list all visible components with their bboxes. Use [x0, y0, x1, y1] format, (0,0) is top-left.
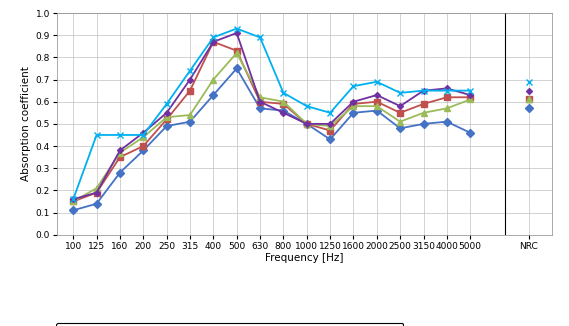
Cellulose Cutting Surface (4th) — [117, 133, 123, 137]
Line: Cellulose Cutting Surface (1st): Cellulose Cutting Surface (1st) — [71, 39, 473, 204]
Cellulose Cutting Surface (3rd) — [233, 31, 240, 35]
Cellulose Cutting Surface (normal) — [420, 122, 427, 126]
Cellulose Cutting Surface (4th) — [327, 111, 333, 115]
Cellulose Cutting Surface (2nd) — [93, 186, 100, 190]
X-axis label: Frequency [Hz]: Frequency [Hz] — [265, 253, 344, 263]
Cellulose Cutting Surface (normal) — [373, 109, 380, 112]
Cellulose Cutting Surface (4th) — [350, 84, 357, 88]
Cellulose Cutting Surface (2nd) — [233, 51, 240, 55]
Cellulose Cutting Surface (2nd) — [257, 95, 263, 99]
Cellulose Cutting Surface (1st) — [93, 191, 100, 195]
Cellulose Cutting Surface (4th) — [70, 197, 77, 201]
Y-axis label: Absorption coefficient: Absorption coefficient — [22, 67, 31, 181]
Cellulose Cutting Surface (4th) — [140, 133, 147, 137]
Cellulose Cutting Surface (3rd) — [117, 149, 123, 153]
Cellulose Cutting Surface (1st) — [350, 102, 357, 106]
Cellulose Cutting Surface (3rd) — [257, 100, 263, 104]
Cellulose Cutting Surface (normal) — [327, 138, 333, 141]
Cellulose Cutting Surface (3rd) — [397, 104, 403, 108]
Cellulose Cutting Surface (2nd) — [420, 111, 427, 115]
Cellulose Cutting Surface (3rd) — [443, 86, 450, 90]
Cellulose Cutting Surface (3rd) — [210, 40, 217, 44]
Cellulose Cutting Surface (4th) — [163, 102, 170, 106]
Cellulose Cutting Surface (2nd) — [70, 200, 77, 203]
Legend: Cellulose Cutting Surface (normal), Cellulose Cutting Surface (1st), Cellulose C: Cellulose Cutting Surface (normal), Cell… — [56, 323, 403, 326]
Cellulose Cutting Surface (2nd) — [117, 151, 123, 155]
Cellulose Cutting Surface (1st) — [233, 49, 240, 53]
Cellulose Cutting Surface (2nd) — [163, 115, 170, 119]
Cellulose Cutting Surface (1st) — [117, 155, 123, 159]
Cellulose Cutting Surface (1st) — [210, 40, 217, 44]
Cellulose Cutting Surface (1st) — [373, 100, 380, 104]
Cellulose Cutting Surface (3rd) — [420, 89, 427, 93]
Cellulose Cutting Surface (1st) — [467, 95, 473, 99]
Cellulose Cutting Surface (normal) — [350, 111, 357, 115]
Cellulose Cutting Surface (normal) — [70, 208, 77, 212]
Cellulose Cutting Surface (2nd) — [397, 120, 403, 124]
Cellulose Cutting Surface (3rd) — [140, 131, 147, 135]
Cellulose Cutting Surface (3rd) — [350, 100, 357, 104]
Cellulose Cutting Surface (1st) — [443, 95, 450, 99]
Cellulose Cutting Surface (1st) — [303, 122, 310, 126]
Cellulose Cutting Surface (2nd) — [280, 100, 287, 104]
Line: Cellulose Cutting Surface (2nd): Cellulose Cutting Surface (2nd) — [71, 50, 473, 204]
Cellulose Cutting Surface (3rd) — [93, 191, 100, 195]
Cellulose Cutting Surface (2nd) — [303, 122, 310, 126]
Cellulose Cutting Surface (normal) — [303, 122, 310, 126]
Cellulose Cutting Surface (3rd) — [163, 111, 170, 115]
Cellulose Cutting Surface (normal) — [140, 149, 147, 153]
Cellulose Cutting Surface (4th) — [420, 89, 427, 93]
Cellulose Cutting Surface (normal) — [280, 109, 287, 112]
Cellulose Cutting Surface (3rd) — [373, 93, 380, 97]
Cellulose Cutting Surface (normal) — [257, 106, 263, 110]
Cellulose Cutting Surface (2nd) — [467, 97, 473, 101]
Cellulose Cutting Surface (2nd) — [140, 135, 147, 139]
Cellulose Cutting Surface (3rd) — [70, 197, 77, 201]
Cellulose Cutting Surface (1st) — [397, 111, 403, 115]
Line: Cellulose Cutting Surface (4th): Cellulose Cutting Surface (4th) — [70, 25, 473, 203]
Line: Cellulose Cutting Surface (normal): Cellulose Cutting Surface (normal) — [71, 66, 473, 213]
Cellulose Cutting Surface (normal) — [117, 171, 123, 175]
Line: Cellulose Cutting Surface (3rd): Cellulose Cutting Surface (3rd) — [71, 31, 472, 201]
Cellulose Cutting Surface (normal) — [187, 120, 193, 124]
Cellulose Cutting Surface (2nd) — [210, 78, 217, 82]
Cellulose Cutting Surface (4th) — [187, 69, 193, 73]
Cellulose Cutting Surface (normal) — [163, 124, 170, 128]
Cellulose Cutting Surface (2nd) — [187, 113, 193, 117]
Cellulose Cutting Surface (4th) — [93, 133, 100, 137]
Cellulose Cutting Surface (4th) — [373, 80, 380, 84]
Cellulose Cutting Surface (1st) — [420, 102, 427, 106]
Cellulose Cutting Surface (3rd) — [187, 78, 193, 82]
Cellulose Cutting Surface (1st) — [70, 200, 77, 203]
Cellulose Cutting Surface (2nd) — [350, 104, 357, 108]
Cellulose Cutting Surface (2nd) — [373, 104, 380, 108]
Cellulose Cutting Surface (1st) — [280, 102, 287, 106]
Cellulose Cutting Surface (3rd) — [280, 111, 287, 115]
Cellulose Cutting Surface (1st) — [257, 100, 263, 104]
Cellulose Cutting Surface (1st) — [163, 117, 170, 121]
Cellulose Cutting Surface (1st) — [140, 144, 147, 148]
Cellulose Cutting Surface (3rd) — [303, 122, 310, 126]
Cellulose Cutting Surface (2nd) — [443, 106, 450, 110]
Cellulose Cutting Surface (3rd) — [327, 122, 333, 126]
Cellulose Cutting Surface (1st) — [327, 128, 333, 132]
Cellulose Cutting Surface (2nd) — [327, 124, 333, 128]
Cellulose Cutting Surface (4th) — [210, 36, 217, 39]
Cellulose Cutting Surface (4th) — [397, 91, 403, 95]
Cellulose Cutting Surface (4th) — [233, 27, 240, 31]
Cellulose Cutting Surface (4th) — [467, 89, 473, 93]
Cellulose Cutting Surface (normal) — [467, 131, 473, 135]
Cellulose Cutting Surface (normal) — [443, 120, 450, 124]
Cellulose Cutting Surface (normal) — [210, 93, 217, 97]
Cellulose Cutting Surface (4th) — [257, 36, 263, 39]
Cellulose Cutting Surface (normal) — [93, 202, 100, 206]
Cellulose Cutting Surface (1st) — [187, 89, 193, 93]
Cellulose Cutting Surface (4th) — [280, 91, 287, 95]
Cellulose Cutting Surface (4th) — [303, 104, 310, 108]
Cellulose Cutting Surface (3rd) — [467, 93, 473, 97]
Cellulose Cutting Surface (4th) — [443, 89, 450, 93]
Cellulose Cutting Surface (normal) — [233, 67, 240, 70]
Cellulose Cutting Surface (normal) — [397, 126, 403, 130]
